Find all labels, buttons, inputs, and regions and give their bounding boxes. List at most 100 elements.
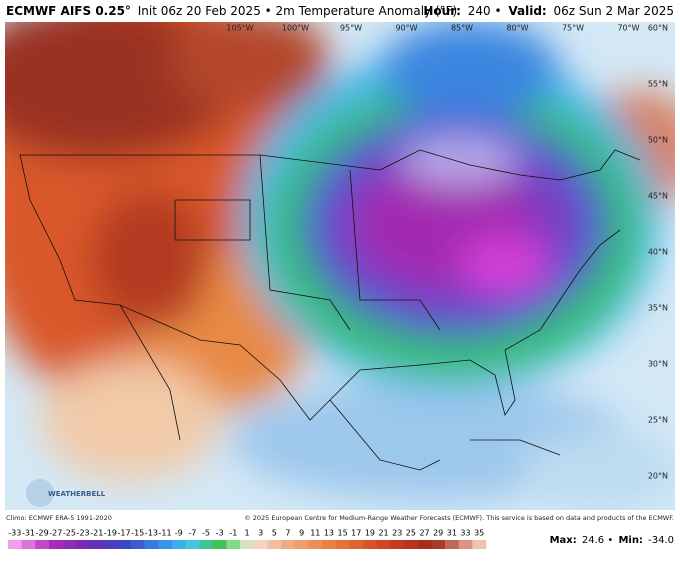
latitude-label: 50°N — [648, 136, 668, 145]
colorbar-label: 17 — [351, 529, 361, 538]
colorbar-label: -27 — [49, 529, 62, 538]
valid-value: 06z Sun 2 Mar 2025 — [554, 4, 674, 18]
colorbar-swatch — [185, 540, 200, 549]
logo: WEATHERBELL — [48, 490, 106, 498]
hour-label: Hour: — [423, 4, 461, 18]
colorbar-label: -17 — [118, 529, 131, 538]
colorbar-swatch — [158, 540, 173, 549]
colorbar-label: 3 — [258, 529, 263, 538]
colorbar-swatch — [376, 540, 391, 549]
min-label: Min: — [618, 535, 643, 546]
colorbar-label: 11 — [310, 529, 320, 538]
title: ECMWF AIFS 0.25° — [6, 4, 131, 18]
colorbar-swatch — [458, 540, 473, 549]
anomaly-field — [5, 22, 675, 510]
colorbar-label: 29 — [433, 529, 443, 538]
lon-labels: 105°W 100°W 95°W 90°W 85°W 80°W 75°W 70°W — [226, 24, 639, 33]
borders — [19, 149, 641, 471]
colorbar-swatch — [89, 540, 104, 549]
colorbar-label: 23 — [392, 529, 402, 538]
max-label: Max: — [550, 535, 577, 546]
colorbar-swatch — [117, 540, 132, 549]
colorbar-swatch — [445, 540, 459, 549]
colorbar-swatch — [349, 540, 364, 549]
colorbar-label: 1 — [244, 529, 249, 538]
colorbar-label: 21 — [378, 529, 388, 538]
colorbar-swatch — [76, 540, 91, 549]
colorbar-swatch — [267, 540, 282, 549]
longitude-label: 75°W — [562, 24, 584, 33]
latitude-label: 30°N — [648, 360, 668, 369]
colorbar-swatch — [199, 540, 214, 549]
colorbar-label: -13 — [145, 529, 158, 538]
colorbar-swatch — [103, 540, 118, 549]
colorbar-label: -19 — [104, 529, 117, 538]
hour-value: 240 • — [468, 4, 502, 18]
colorbar-label: -25 — [63, 529, 76, 538]
longitude-label: 105°W — [226, 24, 253, 33]
colorbar-swatch — [431, 540, 446, 549]
latitude-label: 20°N — [648, 472, 668, 481]
colorbar-swatch — [48, 540, 63, 549]
colorbar-label: 31 — [447, 529, 457, 538]
max-value: 24.6 • — [582, 535, 613, 546]
colorbar-label: 25 — [406, 529, 416, 538]
colorbar-swatch — [363, 540, 378, 549]
colorbar-label: 27 — [419, 529, 429, 538]
colorbar-swatch — [171, 540, 186, 549]
longitude-label: 90°W — [395, 24, 417, 33]
colorbar-label: -21 — [90, 529, 103, 538]
latitude-label: 60°N — [648, 24, 668, 33]
valid-info: Hour: 240 • Valid: 06z Sun 2 Mar 2025 — [423, 4, 674, 18]
latitude-label: 40°N — [648, 248, 668, 257]
colorbar-swatch — [130, 540, 145, 549]
longitude-label: 70°W — [617, 24, 639, 33]
colorbar-label: 9 — [299, 529, 304, 538]
colorbar-swatch — [21, 540, 36, 549]
colorbar-label: -23 — [77, 529, 90, 538]
colorbar-label: -3 — [216, 529, 224, 538]
colorbar-label: -5 — [202, 529, 210, 538]
colorbar-swatch — [212, 540, 227, 549]
colorbar-swatch — [8, 540, 22, 549]
colorbar-swatch — [240, 540, 255, 549]
colorbar-swatch — [404, 540, 419, 549]
longitude-label: 95°W — [340, 24, 362, 33]
colorbar-swatch — [281, 540, 296, 549]
longitude-label: 100°W — [282, 24, 309, 33]
logo-globe — [26, 479, 54, 507]
latitude-label: 25°N — [648, 416, 668, 425]
map: 105°W 100°W 95°W 90°W 85°W 80°W 75°W 70°W 60°N 5… — [5, 22, 675, 510]
lat-labels: 60°N 55°N 50°N 45°N 40°N 35°N 30°N 25°N 20°N — [648, 24, 668, 481]
colorbar-label: 33 — [460, 529, 470, 538]
colorbar-label: 19 — [365, 529, 375, 538]
copyright: © 2025 European Centre for Medium-Range … — [244, 514, 674, 522]
max-min: Max: 24.6 • Min: -34.0 — [550, 535, 674, 546]
colorbar-label: -31 — [22, 529, 35, 538]
colorbar-label: 5 — [272, 529, 277, 538]
subtitle: Init 06z 20 Feb 2025 • 2m Temperature An… — [138, 4, 457, 18]
colorbar-swatch — [390, 540, 405, 549]
colorbar-label: -1 — [229, 529, 237, 538]
colorbar-label: -9 — [175, 529, 183, 538]
colorbar-label: 13 — [324, 529, 334, 538]
longitude-label: 85°W — [451, 24, 473, 33]
colorbar-label: 15 — [338, 529, 348, 538]
colorbar-swatch — [322, 540, 337, 549]
latitude-label: 45°N — [648, 192, 668, 201]
colorbar-swatch — [253, 540, 268, 549]
header: ECMWF AIFS 0.25° Init 06z 20 Feb 2025 • … — [6, 4, 457, 18]
colorbar-swatch — [417, 540, 432, 549]
colorbar-swatch — [144, 540, 159, 549]
colorbar-swatch — [335, 540, 350, 549]
colorbar-label: 35 — [474, 529, 484, 538]
valid-label: Valid: — [508, 4, 546, 18]
colorbar-label: 7 — [285, 529, 290, 538]
colorbar-swatch — [62, 540, 77, 549]
colorbar-swatch — [294, 540, 309, 549]
min-value: -34.0 — [648, 535, 674, 546]
colorbar-label: -15 — [131, 529, 144, 538]
colorbar-swatch — [35, 540, 50, 549]
